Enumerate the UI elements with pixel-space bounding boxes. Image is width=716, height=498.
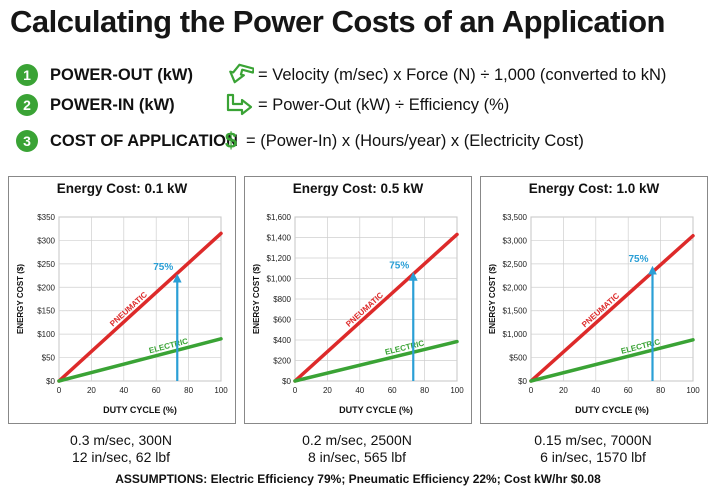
y-axis-label: ENERGY COST ($) (252, 264, 261, 334)
x-axis-label: DUTY CYCLE (%) (339, 405, 413, 415)
formula-term: POWER-OUT (kW) (50, 65, 193, 84)
y-tick-label: $1,000 (503, 330, 528, 339)
y-tick-label: $1,400 (267, 234, 292, 243)
x-tick-label: 20 (87, 386, 96, 395)
x-tick-label: 100 (686, 386, 700, 395)
x-tick-label: 100 (214, 386, 228, 395)
x-tick-label: 80 (656, 386, 665, 395)
step-badge-3: 3 (16, 130, 38, 152)
formula-term: POWER-IN (kW) (50, 95, 175, 114)
chart-panel-0-5kw: Energy Cost: 0.5 kW 0 20 40 60 80 100 $0 $200 $4… (244, 176, 472, 424)
energy-cost-chart-0-1kw: 0 20 40 60 80 100 $0 $50 $100 $150 $200 $250 $300 $35… (16, 213, 228, 415)
metric-spec: 0.15 m/sec, 7000N (534, 432, 652, 448)
metric-spec: 0.2 m/sec, 2500N (302, 432, 412, 448)
step-badge-2: 2 (16, 94, 38, 116)
x-tick-label: 60 (152, 386, 161, 395)
metric-spec: 0.3 m/sec, 300N (70, 432, 172, 448)
chart-title: Energy Cost: 0.1 kW (56, 181, 188, 196)
y-tick-label: $400 (273, 336, 291, 345)
y-tick-label: $50 (42, 354, 56, 363)
plot-area (530, 216, 694, 382)
application-specs-0-5kw: 0.2 m/sec, 2500N 8 in/sec, 565 lbf (244, 432, 470, 466)
energy-cost-chart-0-5kw: 0 20 40 60 80 100 $0 $200 $400 $600 $800 $1,000 $1,2… (252, 213, 464, 415)
x-tick-label: 60 (624, 386, 633, 395)
formula-term: COST OF APPLICATION (50, 131, 238, 150)
electric-series-line (529, 338, 695, 383)
arrow-in-icon (220, 63, 258, 87)
electric-series-line (57, 337, 223, 383)
formula-text: = Power-Out (kW) ÷ Efficiency (%) (258, 95, 510, 114)
pneumatic-series-line (293, 232, 459, 383)
y-tick-label: $3,500 (503, 213, 528, 222)
x-tick-label: 40 (119, 386, 128, 395)
y-tick-label: $200 (37, 283, 55, 292)
formula-row-power-in: 2 POWER-IN (kW) = Power-Out (kW) ÷ Effic… (16, 92, 509, 118)
y-tick-label: $0 (518, 377, 527, 386)
y-tick-label: $1,600 (267, 213, 292, 222)
y-tick-label: $2,000 (503, 283, 528, 292)
y-tick-label: $0 (46, 377, 55, 386)
x-tick-label: 20 (559, 386, 568, 395)
application-specs-0-1kw: 0.3 m/sec, 300N 12 in/sec, 62 lbf (8, 432, 234, 466)
pneumatic-series-line (57, 231, 223, 383)
y-tick-label: $300 (37, 236, 55, 245)
y-tick-label: $350 (37, 213, 55, 222)
y-tick-label: $2,500 (503, 260, 528, 269)
duty-cycle-label: 75% (628, 254, 648, 265)
y-tick-label: $1,200 (267, 254, 292, 263)
application-specs-1-0kw: 0.15 m/sec, 7000N 6 in/sec, 1570 lbf (480, 432, 706, 466)
duty-cycle-label: 75% (153, 262, 173, 273)
chart-panel-0-1kw: Energy Cost: 0.1 kW 0 20 40 60 80 100 $0 $50 $10… (8, 176, 236, 424)
x-tick-label: 0 (293, 386, 298, 395)
x-tick-label: 40 (355, 386, 364, 395)
x-tick-label: 100 (450, 386, 464, 395)
imperial-spec: 6 in/sec, 1570 lbf (540, 449, 646, 465)
y-tick-label: $250 (37, 260, 55, 269)
x-tick-label: 80 (420, 386, 429, 395)
x-tick-label: 60 (388, 386, 397, 395)
x-tick-label: 80 (184, 386, 193, 395)
y-axis-label: ENERGY COST ($) (16, 264, 25, 334)
pneumatic-series-line (529, 233, 695, 383)
assumptions-note: ASSUMPTIONS: Electric Efficiency 79%; Pn… (115, 472, 601, 486)
x-axis-label: DUTY CYCLE (%) (575, 405, 649, 415)
chart-title: Energy Cost: 0.5 kW (292, 181, 424, 196)
x-axis-label: DUTY CYCLE (%) (103, 405, 177, 415)
y-tick-label: $1,500 (503, 307, 528, 316)
imperial-spec: 8 in/sec, 565 lbf (307, 449, 407, 465)
y-tick-label: $200 (273, 357, 291, 366)
arrow-out-icon (220, 93, 258, 117)
y-tick-label: $0 (282, 377, 291, 386)
x-tick-label: 0 (529, 386, 534, 395)
electric-series-line (293, 339, 459, 383)
page-title: Calculating the Power Costs of an Applic… (10, 4, 665, 39)
energy-cost-chart-1-0kw: 0 20 40 60 80 100 $0 $500 $1,000 $1,500 $2,000 $2,5… (488, 213, 700, 415)
y-axis-label: ENERGY COST ($) (488, 264, 497, 334)
step-badge-1: 1 (16, 64, 38, 86)
duty-cycle-label: 75% (389, 260, 409, 271)
y-tick-label: $150 (37, 307, 55, 316)
x-tick-label: 40 (591, 386, 600, 395)
chart-title: Energy Cost: 1.0 kW (528, 181, 660, 196)
x-tick-label: 0 (57, 386, 62, 395)
formula-row-power-out: 1 POWER-OUT (kW) = Velocity (m/sec) x Fo… (16, 62, 666, 88)
formula-row-cost: 3 COST OF APPLICATION $ = (Power-In) x (… (16, 128, 584, 154)
y-tick-label: $1,000 (267, 275, 292, 284)
dollar-icon: $ (224, 128, 238, 153)
imperial-spec: 12 in/sec, 62 lbf (71, 449, 171, 465)
x-tick-label: 20 (323, 386, 332, 395)
y-tick-label: $600 (273, 316, 291, 325)
formula-text: = (Power-In) x (Hours/year) x (Electrici… (246, 131, 584, 150)
y-tick-label: $800 (273, 295, 291, 304)
y-tick-label: $500 (509, 354, 527, 363)
y-tick-label: $100 (37, 330, 55, 339)
chart-panel-1-0kw: Energy Cost: 1.0 kW 0 20 40 60 80 100 $0 $500 $1… (480, 176, 708, 424)
y-tick-label: $3,000 (503, 236, 528, 245)
formula-text: = Velocity (m/sec) x Force (N) ÷ 1,000 (… (258, 65, 667, 84)
